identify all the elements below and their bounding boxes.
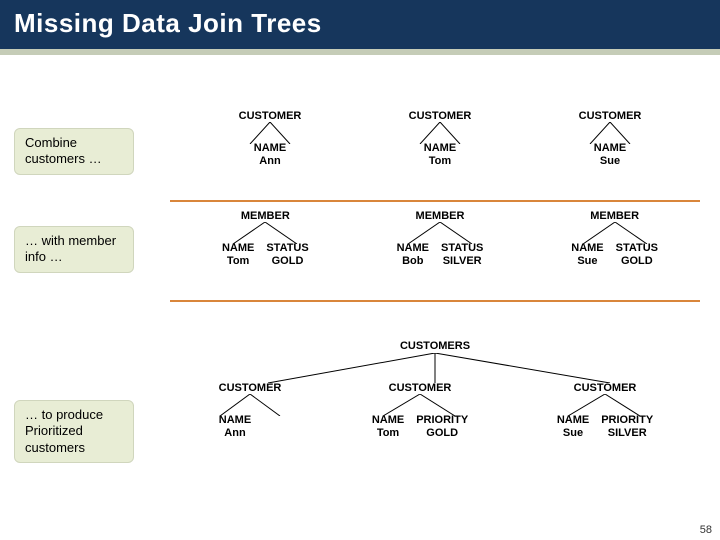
customer-tree: CUSTOMER NAME Sue (570, 110, 650, 168)
tree-edges (540, 394, 670, 416)
result-customer-tree: CUSTOMER NAME Ann (200, 382, 300, 440)
member-tree: MEMBER NAME Sue STATUS GOLD (555, 210, 675, 268)
root-label: CUSTOMER (239, 110, 302, 122)
result-customer-tree: CUSTOMER NAME Sue PRIORITY SILVER (540, 382, 670, 440)
tree-edges (570, 122, 650, 144)
slide-number: 58 (700, 524, 712, 536)
annotation-combine: Combine customers … (14, 128, 134, 175)
root-label: MEMBER (590, 210, 639, 222)
annotation-with: … with member info … (14, 226, 134, 273)
tree-edges (205, 222, 325, 244)
root-label: MEMBER (241, 210, 290, 222)
result-root-label: CUSTOMERS (170, 340, 700, 352)
leaf-name: NAME Sue (571, 242, 603, 268)
root-label: CUSTOMER (409, 110, 472, 122)
customer-tree: CUSTOMER NAME Tom (400, 110, 480, 168)
member-tree: MEMBER NAME Tom STATUS GOLD (205, 210, 325, 268)
leaf-name: NAME Tom (222, 242, 254, 268)
tree-edges (380, 222, 500, 244)
customer-tree: CUSTOMER NAME Ann (230, 110, 310, 168)
leaf-priority: PRIORITY SILVER (601, 414, 653, 440)
slide-title: Missing Data Join Trees (14, 8, 706, 39)
leaf-priority: PRIORITY GOLD (416, 414, 468, 440)
leaf-name: NAME Ann (254, 142, 286, 168)
root-label: CUSTOMER (579, 110, 642, 122)
leaf-status: STATUS GOLD (616, 242, 658, 268)
tree-edges (230, 122, 310, 144)
result-edges-level1 (170, 353, 700, 383)
child-label: CUSTOMER (219, 382, 282, 394)
leaf-name: NAME Bob (397, 242, 429, 268)
title-bar: Missing Data Join Trees (0, 0, 720, 55)
result-tree: CUSTOMERS CUSTOMER NAME Ann CUSTOMER (170, 340, 700, 352)
member-tree: MEMBER NAME Bob STATUS SILVER (380, 210, 500, 268)
child-label: CUSTOMER (574, 382, 637, 394)
leaf-name: NAME Sue (594, 142, 626, 168)
divider (170, 300, 700, 302)
leaf-status: STATUS GOLD (266, 242, 308, 268)
result-children: CUSTOMER NAME Ann CUSTOMER (170, 382, 700, 440)
child-label: CUSTOMER (389, 382, 452, 394)
result-customer-tree: CUSTOMER NAME Tom PRIORITY GOLD (355, 382, 485, 440)
divider (170, 200, 700, 202)
members-forest: MEMBER NAME Tom STATUS GOLD MEMBER (178, 210, 702, 268)
tree-edges (400, 122, 480, 144)
customers-forest: CUSTOMER NAME Ann CUSTOMER NAME Tom (185, 110, 695, 168)
tree-edges (555, 222, 675, 244)
tree-edges (200, 394, 300, 416)
leaf-name: NAME Tom (372, 414, 404, 440)
leaf-name: NAME Tom (424, 142, 456, 168)
tree-edges (355, 394, 485, 416)
leaf-name: NAME Sue (557, 414, 589, 440)
annotation-produce: … to produce Prioritized customers (14, 400, 134, 463)
leaf-name: NAME Ann (219, 414, 251, 440)
leaf-status: STATUS SILVER (441, 242, 483, 268)
root-label: MEMBER (416, 210, 465, 222)
